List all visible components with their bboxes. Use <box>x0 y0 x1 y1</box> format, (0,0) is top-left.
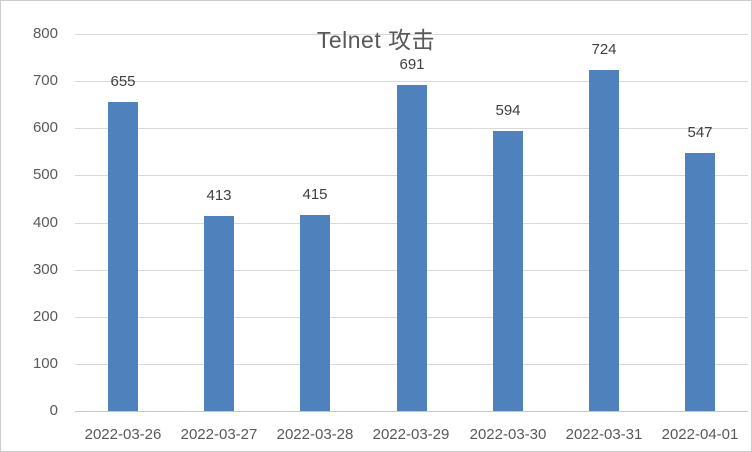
y-axis-tick-label: 0 <box>49 402 58 419</box>
bar-value-label: 691 <box>399 56 425 73</box>
bar-2022-03-31[interactable] <box>589 70 619 411</box>
bar-value-label: 413 <box>206 187 232 204</box>
chart-title: Telnet 攻击 <box>316 27 436 53</box>
x-axis-tick-label: 2022-04-01 <box>661 426 739 443</box>
bar-2022-03-29[interactable] <box>397 85 427 411</box>
bar-value-label: 655 <box>110 73 136 90</box>
y-axis-tick-label: 700 <box>32 72 58 89</box>
gridline <box>75 81 748 82</box>
x-axis-tick-label: 2022-03-29 <box>372 426 450 443</box>
bar-2022-03-26[interactable] <box>108 102 138 411</box>
bar-2022-03-30[interactable] <box>493 131 523 411</box>
y-axis-tick-label: 300 <box>32 261 58 278</box>
x-axis-tick-label: 2022-03-28 <box>276 426 354 443</box>
y-axis-tick-label: 200 <box>32 308 58 325</box>
x-axis-tick-label: 2022-03-26 <box>84 426 162 443</box>
y-axis-tick-label: 400 <box>32 214 58 231</box>
bar-value-label: 724 <box>591 41 617 58</box>
y-axis-tick-label: 500 <box>32 166 58 183</box>
y-axis-tick-label: 600 <box>32 119 58 136</box>
y-axis-tick-label: 800 <box>32 25 58 42</box>
bar-2022-04-01[interactable] <box>685 153 715 411</box>
x-axis-tick-label: 2022-03-27 <box>180 426 258 443</box>
bar-value-label: 547 <box>687 124 713 141</box>
bar-2022-03-27[interactable] <box>204 216 234 411</box>
bar-2022-03-28[interactable] <box>300 215 330 411</box>
x-axis-tick-label: 2022-03-30 <box>469 426 547 443</box>
bar-value-label: 594 <box>495 102 521 119</box>
x-axis-tick-label: 2022-03-31 <box>565 426 643 443</box>
gridline <box>75 34 748 35</box>
x-axis-line <box>75 411 748 412</box>
y-axis-tick-label: 100 <box>32 355 58 372</box>
bar-value-label: 415 <box>302 186 328 203</box>
